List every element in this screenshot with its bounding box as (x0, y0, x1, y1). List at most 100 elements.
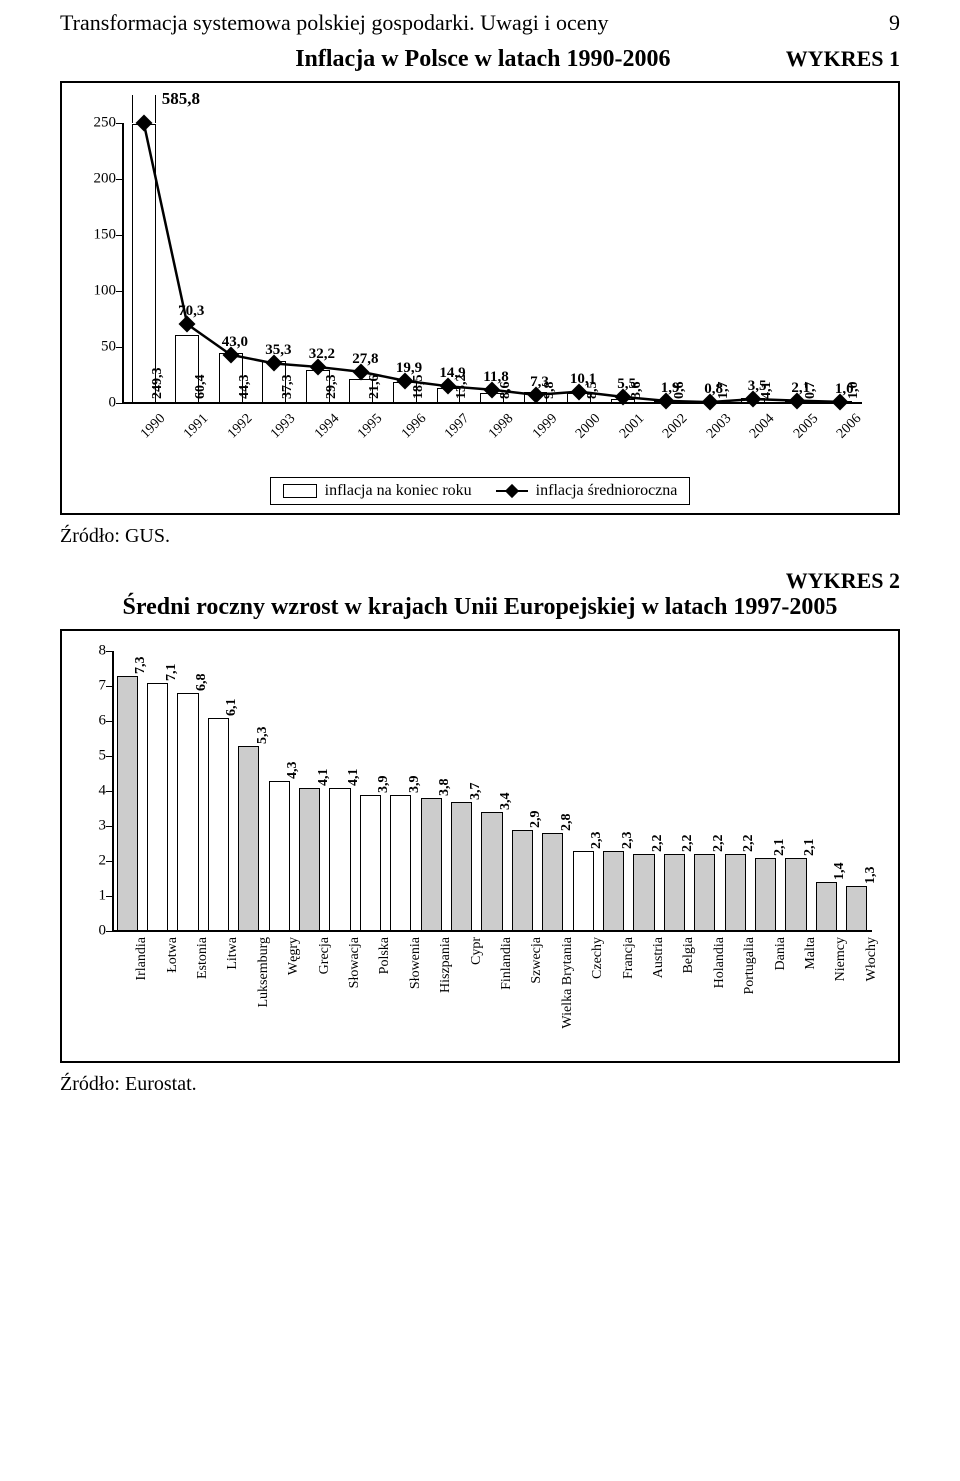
chart1-title: Inflacja w Polsce w latach 1990-2006 (180, 46, 786, 73)
chart1-header: Inflacja w Polsce w latach 1990-2006 WYK… (60, 46, 900, 73)
line-value-label: 2,1 (791, 380, 810, 397)
bar-value-label: 4,3 (285, 761, 301, 779)
bar-value-label: 2,1 (802, 838, 818, 856)
bar-value-label: 2,2 (680, 835, 696, 853)
x-axis-label: Hiszpania (438, 937, 454, 993)
x-axis-label: 1992 (225, 411, 256, 442)
bar (390, 795, 411, 932)
line-value-label: 35,3 (265, 342, 291, 359)
bar (664, 854, 685, 931)
x-axis-label: 2005 (791, 411, 822, 442)
x-axis-label: 1997 (442, 411, 473, 442)
x-axis-label: 1991 (181, 411, 212, 442)
line-value-label: 5,5 (617, 376, 636, 393)
x-axis-label: Włochy (864, 937, 880, 981)
bar-value-label: 2,2 (711, 835, 727, 853)
x-axis-label: Polska (377, 937, 393, 974)
line-value-label: 10,1 (570, 371, 596, 388)
line-value-label: 70,3 (178, 303, 204, 320)
line-value-label: 19,9 (396, 360, 422, 377)
bar-value-label: 6,8 (194, 674, 210, 692)
bar (694, 854, 715, 931)
x-axis-label: Grecja (317, 937, 333, 974)
line-value-label: 43,0 (222, 334, 248, 351)
bar (329, 788, 350, 932)
x-axis-label: Finlandia (499, 937, 515, 990)
bar-value-label: 4,1 (316, 768, 332, 786)
line-value-label: 1,9 (661, 380, 680, 397)
bar-value-label: 2,3 (589, 831, 605, 849)
bar (238, 746, 259, 932)
x-axis-label: Austria (651, 937, 667, 978)
bar-value-label: 2,8 (559, 814, 575, 832)
bar (512, 830, 533, 932)
legend-label-bar: inflacja na koniec roku (325, 482, 472, 500)
bar (573, 851, 594, 932)
bar (269, 781, 290, 932)
bar (816, 882, 837, 931)
bar-value-label: 7,1 (164, 663, 180, 681)
x-axis-label: 1996 (399, 411, 430, 442)
x-axis-label: Malta (803, 937, 819, 970)
x-axis-label: 2002 (660, 411, 691, 442)
x-axis-label: Czechy (590, 937, 606, 979)
bar-value-label: 2,2 (650, 835, 666, 853)
running-title: Transformacja systemowa polskiej gospoda… (60, 10, 608, 36)
bar-value-label: 4,1 (346, 768, 362, 786)
bar-value-label: 2,1 (772, 838, 788, 856)
x-axis-label: 1990 (138, 411, 169, 442)
bar-value-label: 1,3 (863, 866, 879, 884)
line-value-label: 3,5 (748, 378, 767, 395)
x-axis-label: Portugalia (742, 937, 758, 995)
line-value-label: 14,9 (439, 365, 465, 382)
bar (633, 854, 654, 931)
chart1-label: WYKRES 1 (786, 46, 900, 72)
x-axis-label: Holandia (712, 937, 728, 988)
x-axis-label: Łotwa (165, 937, 181, 973)
x-axis-label: 1995 (355, 411, 386, 442)
bar-value-label: 1,4 (832, 863, 848, 881)
x-axis-label: Belgia (681, 937, 697, 974)
bar-value-label: 3,9 (407, 775, 423, 793)
line-value-label: 32,2 (309, 346, 335, 363)
line-value-label: 1,0 (835, 381, 854, 398)
bar-value-label: 3,7 (468, 782, 484, 800)
legend-swatch-bar-icon (283, 484, 317, 498)
x-axis-label: 2006 (834, 411, 865, 442)
x-axis-label: Niemcy (833, 937, 849, 981)
bar (481, 812, 502, 931)
bar (208, 718, 229, 932)
bar (117, 676, 138, 932)
running-header: Transformacja systemowa polskiej gospoda… (60, 10, 900, 36)
bar (177, 693, 198, 931)
bar (451, 802, 472, 932)
bar (421, 798, 442, 931)
legend-label-line: inflacja średnioroczna (536, 482, 678, 500)
line-value-label: 7,3 (530, 374, 549, 391)
chart2: 0123456787,37,16,86,15,34,34,14,13,93,93… (60, 629, 900, 1063)
legend-item-bar: inflacja na koniec roku (283, 482, 472, 500)
legend-item-line: inflacja średnioroczna (496, 482, 678, 500)
x-axis-label: 2004 (747, 411, 778, 442)
bar-value-label: 6,1 (224, 698, 240, 716)
x-axis-label: Estonia (195, 937, 211, 979)
x-axis-label: 2003 (704, 411, 735, 442)
bar (299, 788, 320, 932)
line-value-label: 0,8 (704, 381, 723, 398)
legend: inflacja na koniec roku inflacja średnior… (270, 477, 691, 505)
x-axis-label: Słowacja (347, 937, 363, 988)
overflow-label: 585,8 (162, 89, 200, 109)
bar-value-label: 5,3 (255, 726, 271, 744)
x-axis-label: Litwa (225, 937, 241, 970)
x-axis-label: Węgry (286, 937, 302, 975)
line-value-label: 11,8 (483, 369, 508, 386)
bar-value-label: 2,2 (741, 835, 757, 853)
chart2-label: WYKRES 2 (786, 568, 900, 593)
x-axis-label: Wielka Brytania (560, 937, 576, 1029)
bar (360, 795, 381, 932)
x-axis-label: 2000 (573, 411, 604, 442)
x-axis-label: Szwecja (529, 937, 545, 984)
page-number: 9 (889, 10, 900, 36)
x-axis-label: 2001 (617, 411, 648, 442)
bar-value-label: 3,4 (498, 793, 514, 811)
